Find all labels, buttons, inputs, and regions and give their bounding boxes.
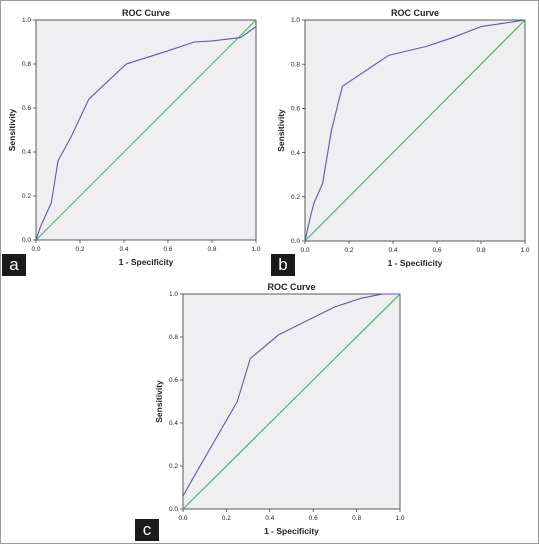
y-tick-label-b-5: 1.0	[291, 17, 300, 24]
y-axis-label-c: Sensitivity	[154, 380, 164, 423]
x-tick-label-c-4: 0.8	[352, 515, 361, 522]
x-tick-label-c-1: 0.2	[222, 515, 231, 522]
panel-label-a: a	[2, 254, 26, 276]
y-tick-label-a-4: 0.8	[22, 61, 31, 68]
chart-title-c: ROC Curve	[267, 282, 315, 292]
y-tick-label-c-2: 0.4	[169, 420, 178, 427]
y-axis-label-a: Sensitivity	[7, 108, 17, 151]
x-tick-label-c-3: 0.6	[309, 515, 318, 522]
x-axis-label-c: 1 - Specificity	[264, 526, 319, 536]
x-axis-label-a: 1 - Specificity	[119, 257, 174, 267]
roc-curve-b	[304, 19, 526, 242]
x-tick-label-b-1: 0.2	[344, 247, 353, 254]
y-tick-label-a-2: 0.4	[22, 149, 31, 156]
x-tick-label-a-4: 0.8	[207, 246, 216, 253]
x-tick-label-c-5: 1.0	[395, 515, 404, 522]
chart-title-b: ROC Curve	[391, 8, 439, 18]
x-tick-label-b-0: 0.0	[300, 247, 309, 254]
panel-label-c: c	[135, 519, 159, 541]
reference-line-c	[182, 293, 401, 510]
y-tick-label-b-3: 0.6	[291, 106, 300, 113]
y-tick-label-b-2: 0.4	[291, 150, 300, 157]
reference-line-b	[304, 19, 526, 242]
x-tick-label-a-1: 0.2	[75, 246, 84, 253]
x-tick-label-a-2: 0.4	[119, 246, 128, 253]
y-axis-label-b: Sensitivity	[276, 109, 286, 152]
y-tick-label-c-4: 0.8	[169, 334, 178, 341]
x-tick-label-a-5: 1.0	[251, 246, 260, 253]
x-tick-label-b-3: 0.6	[432, 247, 441, 254]
x-tick-label-b-5: 1.0	[520, 247, 529, 254]
y-tick-label-c-3: 0.6	[169, 377, 178, 384]
x-tick-label-b-4: 0.8	[476, 247, 485, 254]
y-tick-label-c-0: 0.0	[169, 506, 178, 513]
y-tick-label-c-5: 1.0	[169, 291, 178, 298]
y-tick-label-a-5: 1.0	[22, 17, 31, 24]
reference-line-a	[35, 19, 257, 241]
roc-curve-c	[182, 293, 400, 497]
x-tick-label-c-2: 0.4	[265, 515, 274, 522]
y-tick-label-a-3: 0.6	[22, 105, 31, 112]
x-tick-label-c-0: 0.0	[178, 515, 187, 522]
x-axis-label-b: 1 - Specificity	[388, 258, 443, 268]
x-tick-label-b-2: 0.4	[388, 247, 397, 254]
y-tick-label-b-1: 0.2	[291, 194, 300, 201]
x-tick-label-a-3: 0.6	[163, 246, 172, 253]
y-tick-label-b-0: 0.0	[291, 238, 300, 245]
chart-title-a: ROC Curve	[122, 8, 170, 18]
panel-label-b: b	[271, 254, 295, 276]
x-tick-label-a-0: 0.0	[31, 246, 40, 253]
roc-curve-a	[35, 26, 257, 241]
y-tick-label-c-1: 0.2	[169, 463, 178, 470]
y-tick-label-a-0: 0.0	[22, 237, 31, 244]
y-tick-label-a-1: 0.2	[22, 193, 31, 200]
y-tick-label-b-4: 0.8	[291, 61, 300, 68]
